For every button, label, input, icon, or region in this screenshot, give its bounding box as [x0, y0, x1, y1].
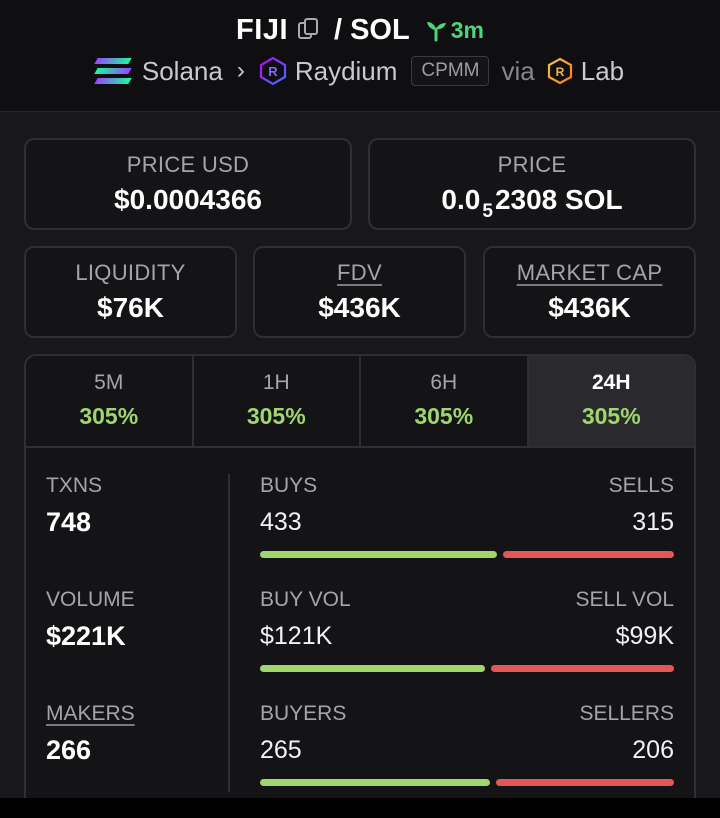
volume-value: $221K — [46, 621, 126, 651]
sellers-value: 206 — [632, 736, 674, 764]
pair-age: 3m — [450, 16, 484, 43]
tab-5m-change: 305% — [79, 403, 139, 429]
price-native-card: PRICE 0.0 52308 SOL — [368, 138, 696, 230]
price-native-value: 0.0 52308 SOL — [370, 184, 694, 222]
volume-label: VOLUME — [46, 588, 135, 611]
tab-24h-change: 305% — [581, 403, 641, 429]
trading-stats-panel: 5M 305% 1H 305% 6H 305% 24H 305% TXNS 74… — [24, 354, 696, 798]
txns-stat: TXNS 748 — [46, 474, 102, 538]
sellers-bar-fill — [496, 779, 674, 786]
pool-type-badge: CPMM — [411, 56, 490, 86]
makers-value: 266 — [46, 735, 92, 765]
buy-vol-label: BUY VOL — [260, 588, 351, 611]
timeframe-tabs: 5M 305% 1H 305% 6H 305% 24H 305% — [26, 356, 694, 448]
buys-sells-bar — [260, 551, 674, 558]
token-pair-screen: FIJI / SOL 3m Solana › R Raydium — [0, 0, 720, 798]
tab-5m-label: 5M — [94, 371, 124, 394]
quote-token-symbol: SOL — [350, 13, 410, 46]
bottom-edge — [0, 798, 720, 818]
pair-age-badge: 3m — [424, 17, 484, 44]
volume-stat: VOLUME $221K — [46, 588, 135, 652]
tab-6h-change: 305% — [414, 403, 474, 429]
buys-label: BUYS — [260, 474, 318, 497]
tab-5m[interactable]: 5M 305% — [26, 356, 194, 446]
sells-bar-fill — [502, 551, 674, 558]
buyers-label: BUYERS — [260, 702, 347, 725]
buyers-sellers-stat: BUYERS SELLERS 265 206 — [260, 702, 674, 786]
market-cap-label[interactable]: MARKET CAP — [516, 260, 663, 285]
fdv-card[interactable]: FDV $436K — [253, 246, 466, 338]
lab-logo-icon: R — [547, 57, 572, 85]
pair-separator: / — [334, 13, 343, 46]
buys-sells-stat: BUYS SELLS 433 315 — [260, 474, 674, 558]
sprout-icon — [426, 22, 446, 42]
makers-stat: MAKERS 266 — [46, 702, 135, 766]
launchpad-name[interactable]: Lab — [580, 55, 625, 86]
base-token-symbol: FIJI — [236, 13, 289, 46]
price-native-label: PRICE — [497, 152, 567, 177]
solana-logo-icon — [94, 58, 132, 84]
chevron-right-icon: › — [236, 57, 245, 84]
svg-text:R: R — [268, 64, 278, 79]
chain-name[interactable]: Solana — [141, 55, 223, 86]
market-cap-card[interactable]: MARKET CAP $436K — [483, 246, 696, 338]
buyers-bar-fill — [260, 779, 491, 786]
stats-divider — [228, 474, 230, 792]
price-usd-card: PRICE USD $0.0004366 — [24, 138, 352, 230]
price-native-suffix: 2308 SOL — [494, 184, 623, 215]
volume-split-stat: BUY VOL SELL VOL $121K $99K — [260, 588, 674, 672]
tab-6h[interactable]: 6H 305% — [361, 356, 529, 446]
liquidity-label: LIQUIDITY — [75, 260, 186, 285]
sell-vol-value: $99K — [615, 622, 674, 650]
svg-text:R: R — [555, 65, 564, 79]
copy-icon[interactable] — [298, 18, 320, 42]
sell-vol-bar-fill — [490, 665, 674, 672]
makers-label[interactable]: MAKERS — [46, 702, 135, 725]
fdv-value: $436K — [318, 292, 401, 323]
sell-vol-label: SELL VOL — [575, 588, 674, 611]
raydium-logo-icon: R — [259, 57, 286, 85]
stats-grid: TXNS 748 VOLUME $221K MAKERS 266 BUYS SE… — [26, 448, 694, 798]
tab-1h-label: 1H — [262, 371, 290, 394]
dex-name[interactable]: Raydium — [294, 55, 398, 86]
liquidity-value: $76K — [97, 292, 164, 323]
price-usd-value: $0.0004366 — [114, 184, 262, 215]
tab-6h-label: 6H — [430, 371, 458, 394]
sells-label: SELLS — [608, 474, 674, 497]
price-native-prefix: 0.0 — [441, 184, 481, 215]
buy-vol-value: $121K — [260, 622, 333, 650]
price-native-zero-count: 5 — [482, 201, 493, 222]
txns-label: TXNS — [46, 474, 103, 497]
market-cap-value: $436K — [548, 292, 631, 323]
price-usd-label: PRICE USD — [126, 152, 250, 177]
tab-1h[interactable]: 1H 305% — [194, 356, 361, 446]
buyers-value: 265 — [260, 736, 302, 764]
buys-bar-fill — [260, 551, 497, 558]
tab-1h-change: 305% — [246, 403, 306, 429]
volume-split-bar — [260, 665, 674, 672]
sells-value: 315 — [632, 508, 674, 536]
buyers-sellers-bar — [260, 779, 674, 786]
sellers-label: SELLERS — [579, 702, 674, 725]
tab-24h-label: 24H — [591, 371, 631, 394]
fdv-label[interactable]: FDV — [337, 260, 382, 285]
txns-value: 748 — [46, 507, 92, 537]
via-label: via — [501, 55, 535, 86]
liquidity-card: LIQUIDITY $76K — [24, 246, 237, 338]
buys-value: 433 — [260, 508, 302, 536]
tab-24h[interactable]: 24H 305% — [528, 356, 694, 446]
pair-title-row: FIJI / SOL 3m — [0, 10, 720, 50]
buy-vol-bar-fill — [260, 665, 485, 672]
pair-header: FIJI / SOL 3m Solana › R Raydium — [0, 0, 720, 112]
chain-breadcrumb: Solana › R Raydium CPMM via R Lab — [0, 52, 720, 90]
